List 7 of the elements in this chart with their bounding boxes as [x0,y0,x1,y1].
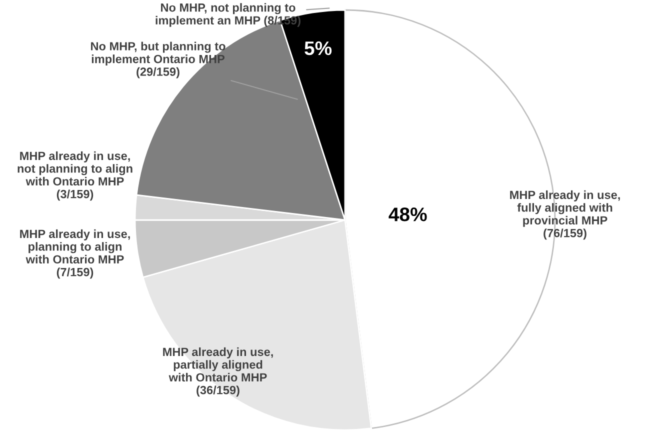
data-label: 5% [304,41,332,56]
slice-label: MHP already in use, planning to align with Ontario MHP (7/159) [20,229,130,279]
slice-label: MHP already in use, fully aligned with provincial MHP (76/159) [510,190,620,240]
slice-label: No MHP, not planning to implement an MHP (8/159) [156,3,300,27]
data-label: 48% [388,207,427,222]
slice-label: MHP already in use, partially aligned with Ontario MHP (36/159) [163,347,273,397]
slice-label: MHP already in use, not planning to align with Ontario MHP (3/159) [18,151,132,201]
